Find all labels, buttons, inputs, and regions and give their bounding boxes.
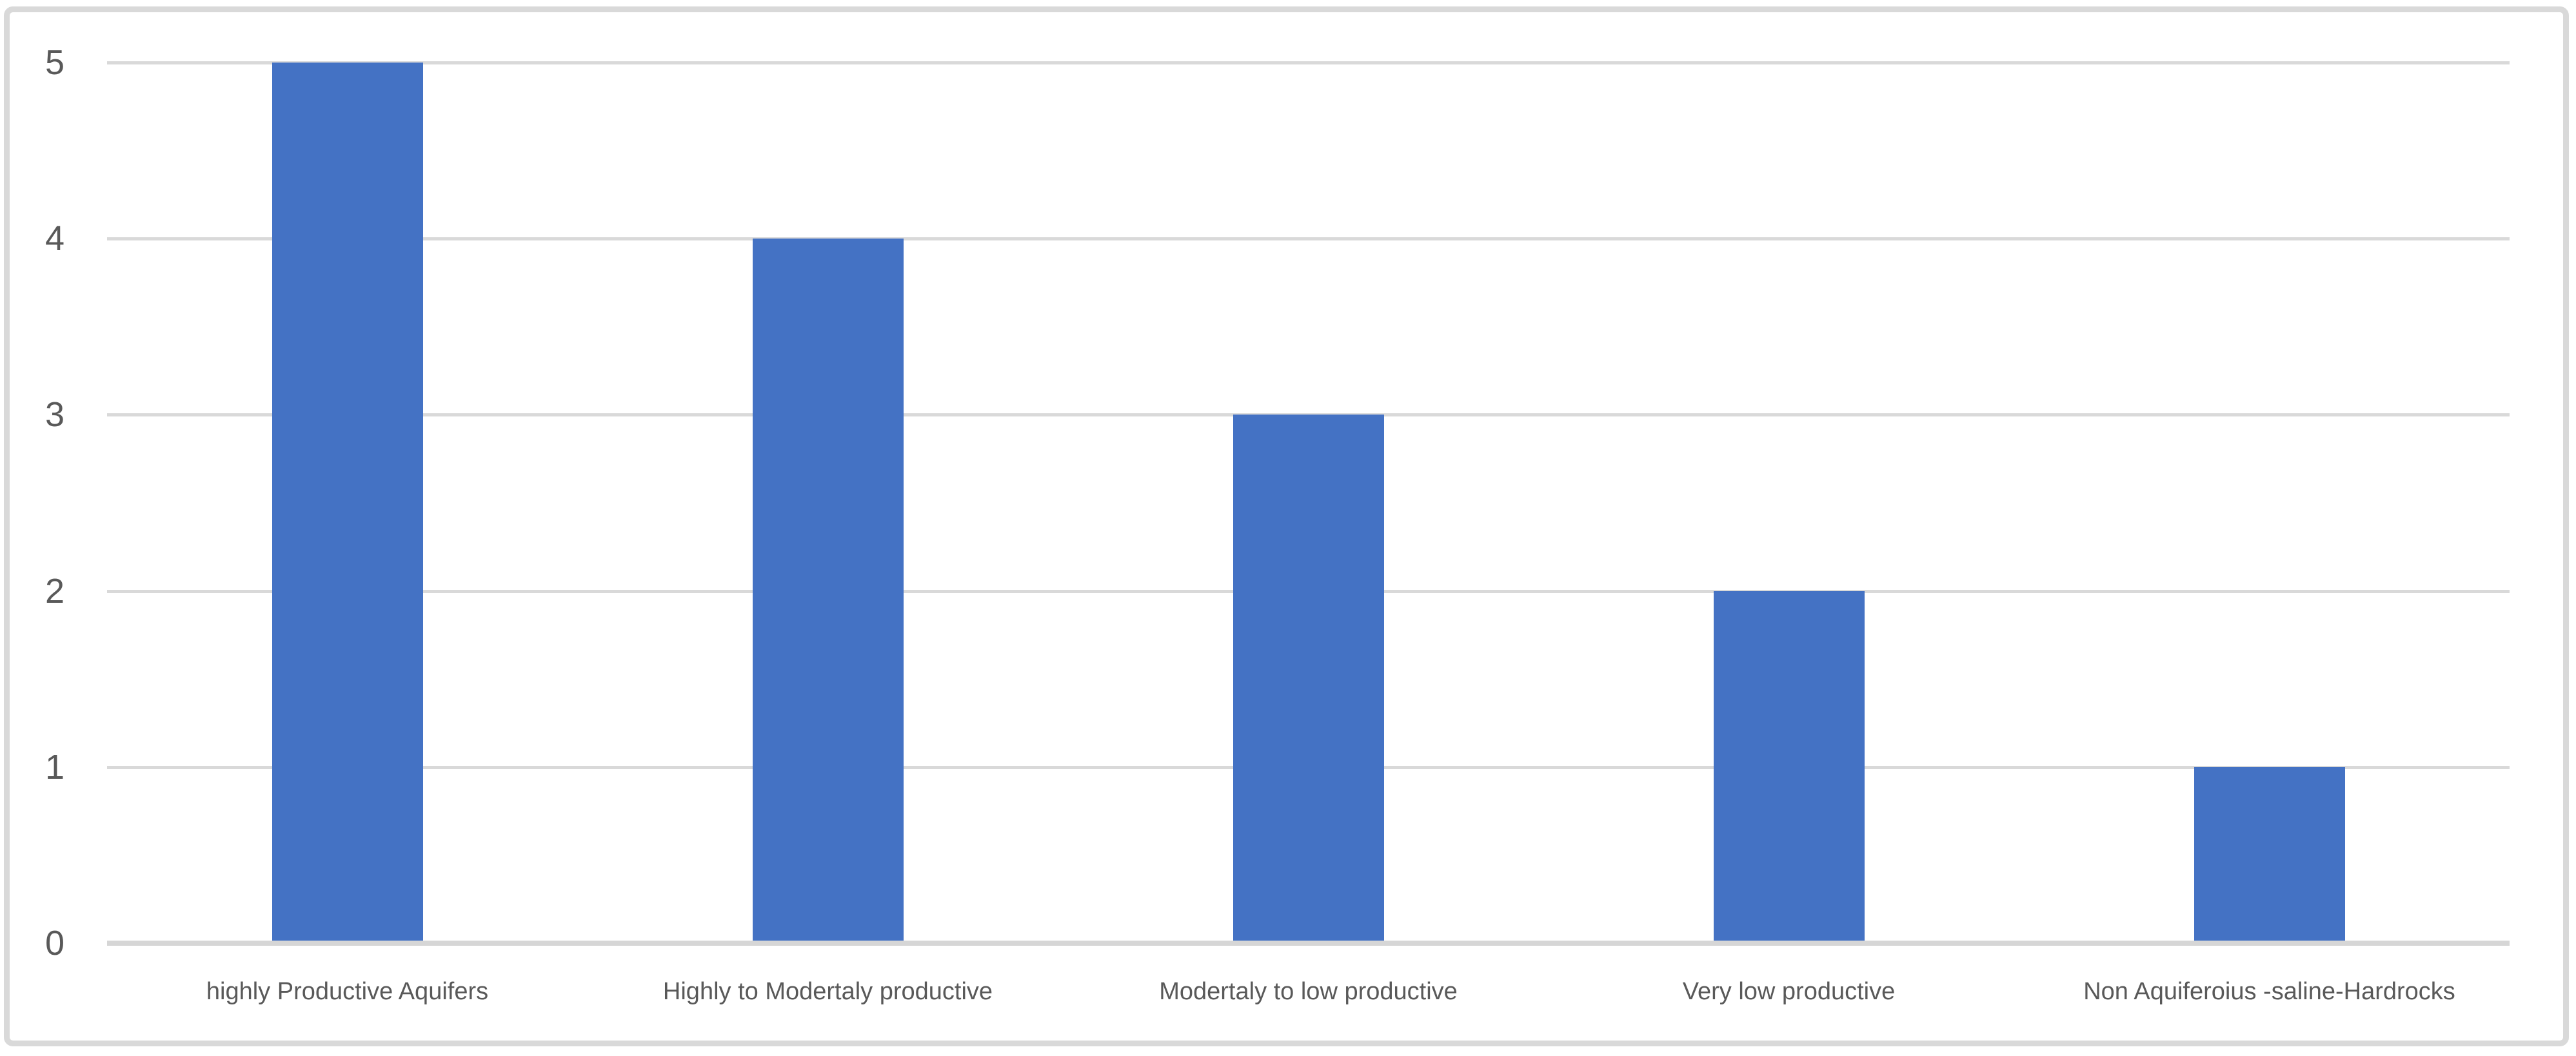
x-axis-category-label: highly Productive Aquifers — [206, 978, 489, 1005]
y-axis-tick-label: 3 — [45, 395, 64, 435]
chart-border-frame — [4, 6, 2569, 1046]
x-axis-category-label: Non Aquiferoius -saline-Hardrocks — [2083, 978, 2455, 1005]
bar-5 — [2194, 767, 2345, 943]
bar-4 — [1713, 591, 1865, 943]
y-axis-tick-label: 2 — [45, 571, 64, 611]
x-axis-line — [107, 941, 2510, 946]
y-axis-tick-label: 5 — [45, 43, 64, 82]
bar-2 — [752, 239, 904, 943]
gridline — [107, 237, 2510, 241]
x-axis-category-label: Very low productive — [1682, 978, 1896, 1005]
x-axis-category-label: Modertaly to low productive — [1159, 978, 1458, 1005]
y-axis-tick-label: 0 — [45, 924, 64, 963]
bar-3 — [1233, 415, 1384, 943]
y-axis-tick-label: 1 — [45, 747, 64, 787]
bar-1 — [272, 63, 423, 943]
x-axis-category-label: Highly to Modertaly productive — [662, 978, 993, 1005]
gridline — [107, 61, 2510, 64]
y-axis-tick-label: 4 — [45, 219, 64, 259]
